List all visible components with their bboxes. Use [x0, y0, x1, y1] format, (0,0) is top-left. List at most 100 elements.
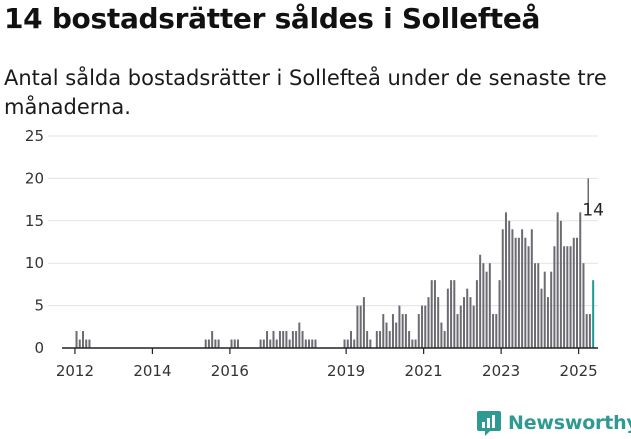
bar: [569, 246, 572, 348]
newsworthy-logo: Newsworthy: [476, 408, 631, 438]
y-tick-label: 20: [25, 169, 44, 187]
bar: [453, 280, 456, 348]
bar: [314, 339, 317, 348]
bar: [443, 331, 446, 348]
bar: [356, 305, 359, 348]
bar: [311, 339, 314, 348]
bar: [433, 280, 436, 348]
bar: [353, 339, 356, 348]
bar: [414, 339, 417, 348]
bar: [81, 331, 84, 348]
newsworthy-chart-icon: [477, 411, 501, 436]
bar: [495, 314, 498, 348]
y-tick-label: 10: [25, 254, 44, 272]
x-axis-labels: 2012 2014 2016 2019 2021 2023 2025: [56, 348, 598, 380]
bar: [308, 339, 311, 348]
bar: [288, 339, 291, 348]
x-tick-label: 2021: [405, 362, 443, 380]
bar: [266, 331, 269, 348]
bar: [304, 339, 307, 348]
bar: [382, 314, 385, 348]
bar: [440, 322, 443, 348]
bar: [217, 339, 220, 348]
bar: [236, 339, 239, 348]
bar: [463, 297, 465, 348]
bar: [262, 339, 265, 348]
bar: [546, 297, 549, 348]
bar: [282, 331, 285, 348]
bar: [379, 331, 382, 348]
chart-title: 14 bostadsrätter såldes i Sollefteå: [4, 2, 541, 35]
bar: [233, 339, 236, 348]
bar: [524, 237, 527, 348]
bar: [301, 331, 304, 348]
bar: [291, 331, 294, 348]
x-tick-label: 2014: [133, 362, 171, 380]
bar: [398, 305, 401, 348]
x-tick-label: 2025: [560, 362, 598, 380]
bar: [88, 339, 91, 348]
bar: [298, 322, 301, 348]
bar: [421, 305, 424, 348]
bar: [375, 331, 378, 348]
bar: [391, 314, 394, 348]
bar: [269, 339, 272, 348]
bar: [488, 263, 491, 348]
bar: [479, 254, 482, 348]
bar: [214, 339, 217, 348]
bar: [550, 271, 553, 348]
y-tick-label: 15: [25, 212, 44, 230]
bar: [576, 237, 579, 348]
bar: [592, 280, 595, 348]
bar: [492, 314, 495, 348]
bar: [424, 305, 427, 348]
bar: [346, 339, 349, 348]
bar: [207, 339, 210, 348]
y-tick-label: 25: [25, 127, 44, 145]
bar: [450, 280, 453, 348]
annotation: 14: [582, 178, 604, 221]
bar: [559, 220, 562, 348]
bar: [588, 314, 591, 348]
x-tick-label: 2016: [211, 362, 249, 380]
bar: [85, 339, 88, 348]
bar: [566, 246, 569, 348]
bar: [408, 331, 411, 348]
bar: [446, 288, 449, 348]
bar: [466, 288, 469, 348]
bar: [459, 305, 462, 348]
bar: [285, 331, 288, 348]
bar: [427, 297, 430, 348]
bar: [366, 331, 369, 348]
bar: [501, 229, 504, 348]
bar: [504, 212, 507, 348]
bar: [582, 263, 585, 348]
bar: [556, 212, 559, 348]
bar: [259, 339, 262, 348]
bar: [343, 339, 346, 348]
bar: [404, 314, 407, 348]
y-tick-label: 5: [34, 297, 44, 315]
x-tick-label: 2012: [56, 362, 94, 380]
bar: [411, 339, 414, 348]
bar: [521, 229, 524, 348]
bar: [417, 314, 420, 348]
bar: [514, 237, 517, 348]
bar: [482, 263, 485, 348]
bar: [579, 212, 582, 348]
bar: [78, 339, 81, 348]
bar: [585, 314, 588, 348]
bar: [456, 314, 459, 348]
bar: [295, 331, 298, 348]
bar: [530, 229, 533, 348]
bar: [230, 339, 233, 348]
bar: [362, 297, 365, 348]
bar: [508, 220, 511, 348]
bars: [75, 212, 595, 348]
bar: [385, 322, 388, 348]
bar: [275, 339, 278, 348]
bar: [527, 246, 530, 348]
bar: [430, 280, 433, 348]
bar: [511, 229, 514, 348]
